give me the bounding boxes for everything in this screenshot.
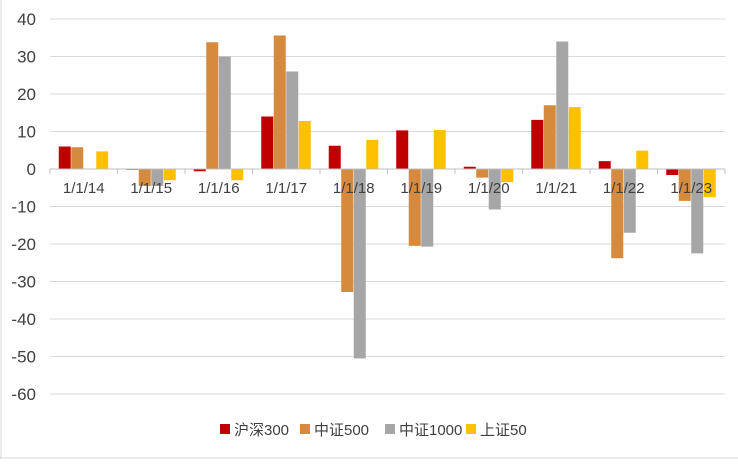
legend-swatch-3 xyxy=(385,424,395,434)
x-tick-label: 1/1/18 xyxy=(333,180,375,197)
y-tick-label: 10 xyxy=(17,123,36,142)
x-tick-label: 1/1/14 xyxy=(63,180,105,197)
bar-3-5 xyxy=(353,169,366,359)
legend-label-1: 沪深300 xyxy=(234,422,289,439)
x-tick-label: 1/1/22 xyxy=(603,180,645,197)
legend-swatch-4 xyxy=(466,424,476,434)
y-tick-label: 40 xyxy=(17,10,36,29)
bar-4-3 xyxy=(231,169,244,181)
bar-3-6 xyxy=(421,169,434,247)
y-tick-labels: 40 30 20 10 0 -10 -20 -30 -40 -50 -60 xyxy=(11,10,36,404)
legend-label-4: 上证50 xyxy=(480,422,527,439)
bar-1-7 xyxy=(463,166,476,169)
bar-1-6 xyxy=(396,130,409,170)
bar-3-8 xyxy=(556,41,569,169)
bar-3-7 xyxy=(488,169,501,210)
bar-3-3 xyxy=(218,56,231,169)
legend-label-3: 中证1000 xyxy=(399,422,462,439)
bar-1-8 xyxy=(531,119,544,170)
y-tick-label: 0 xyxy=(27,160,36,179)
legend-swatch-1 xyxy=(220,424,230,434)
y-tick-label: -30 xyxy=(11,273,36,292)
bar-4-4 xyxy=(298,121,311,169)
legend: 沪深300 中证500 中证1000 上证50 xyxy=(220,422,527,439)
bar-3-10 xyxy=(691,169,704,254)
bar-3-4 xyxy=(286,71,299,169)
bar-4-6 xyxy=(433,130,446,169)
bar-2-5 xyxy=(341,169,354,292)
bar-2-10 xyxy=(678,169,691,201)
bar-4-9 xyxy=(636,150,649,170)
bar-1-4 xyxy=(261,116,274,169)
bar-2-4 xyxy=(273,35,286,169)
y-tick-label: -60 xyxy=(11,385,36,404)
x-tick-label: 1/1/16 xyxy=(198,180,240,197)
x-tick-label: 1/1/15 xyxy=(130,180,172,197)
x-tick-labels: 1/1/14 1/1/15 1/1/16 1/1/17 1/1/18 1/1/19 1/1/… xyxy=(63,180,712,197)
x-tick-label: 1/1/20 xyxy=(468,180,510,197)
bar-2-3 xyxy=(206,42,219,169)
bar-3-2 xyxy=(151,169,164,186)
bars xyxy=(58,35,716,359)
x-tick-label: 1/1/17 xyxy=(265,180,307,197)
bar-1-10 xyxy=(666,169,679,175)
y-tick-label: -40 xyxy=(11,310,36,329)
legend-label-2: 中证500 xyxy=(314,422,369,439)
bar-1-3 xyxy=(193,169,206,172)
bar-4-7 xyxy=(501,169,514,183)
legend-swatch-2 xyxy=(300,424,310,434)
y-tick-label: -10 xyxy=(11,198,36,217)
x-tick-label: 1/1/21 xyxy=(535,180,577,197)
bar-3-9 xyxy=(623,169,636,233)
x-tick-label: 1/1/23 xyxy=(670,180,712,197)
bar-4-8 xyxy=(568,107,581,170)
bar-4-5 xyxy=(366,139,379,169)
x-tick-label: 1/1/19 xyxy=(400,180,442,197)
y-tick-label: 20 xyxy=(17,85,36,104)
bar-2-7 xyxy=(476,169,489,178)
bar-4-2 xyxy=(163,169,176,181)
bar-4-1 xyxy=(96,151,109,169)
y-tick-label: -50 xyxy=(11,348,36,367)
bar-2-2 xyxy=(138,169,151,186)
bar-2-8 xyxy=(543,105,556,169)
bar-1-9 xyxy=(598,161,611,170)
y-tick-label: -20 xyxy=(11,235,36,254)
y-tick-label: 30 xyxy=(17,48,36,67)
bar-1-1 xyxy=(58,146,71,169)
gridlines xyxy=(50,18,725,395)
bar-2-9 xyxy=(611,169,624,259)
bar-2-1 xyxy=(71,147,84,169)
bar-1-5 xyxy=(328,145,341,169)
bar-2-6 xyxy=(408,169,421,246)
bar-4-10 xyxy=(703,169,716,198)
